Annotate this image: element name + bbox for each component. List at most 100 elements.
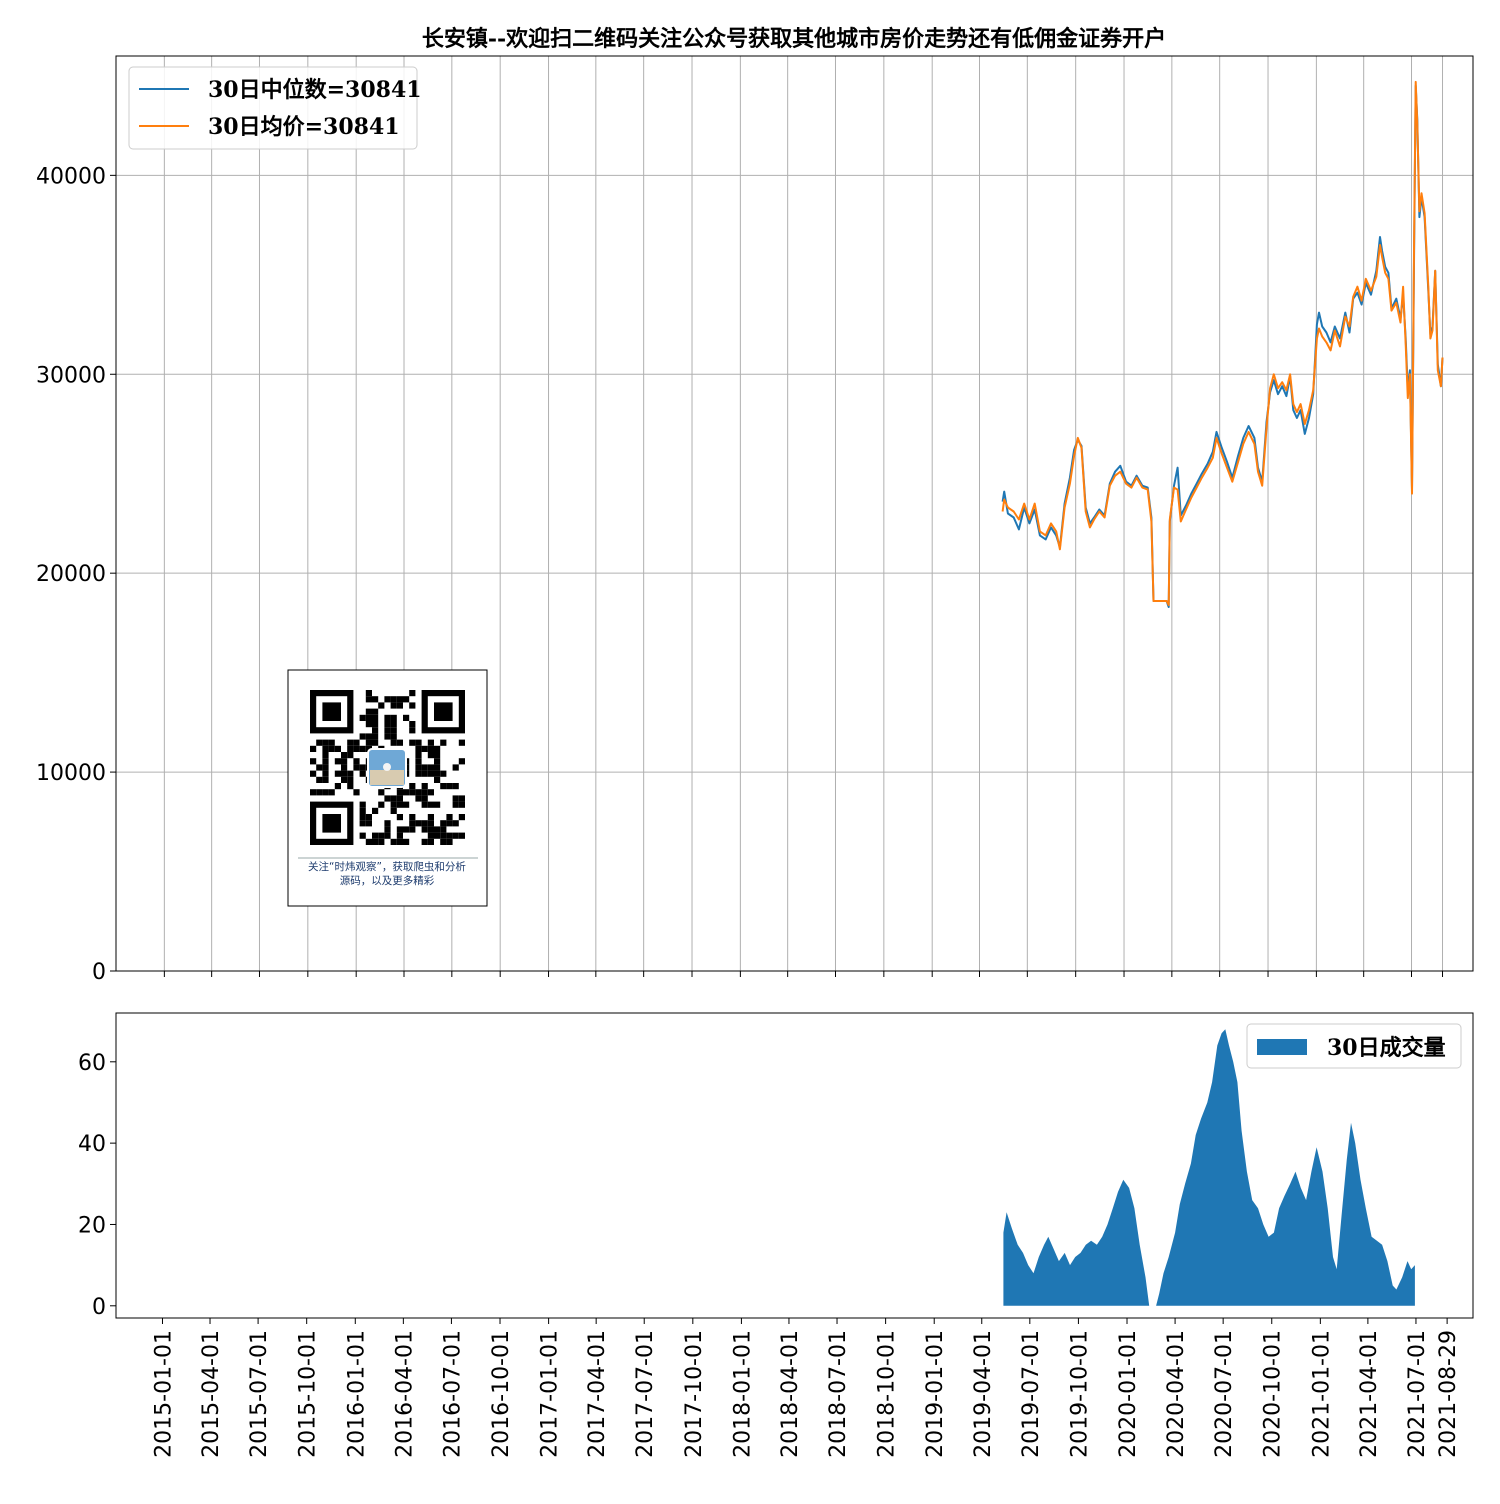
qr-module [421, 826, 428, 833]
qr-module [440, 832, 447, 839]
qr-module [446, 820, 453, 827]
qr-module [390, 727, 397, 734]
qr-module [347, 776, 354, 783]
bottom-y-ticks: 0 20 40 60 [78, 1051, 116, 1320]
qr-module [322, 752, 329, 759]
qr-module [415, 739, 422, 746]
qr-module [310, 758, 317, 765]
qr-module [452, 801, 459, 808]
bottom-x-tick-label: 2020-04-01 [1164, 1330, 1189, 1458]
qr-module [458, 801, 465, 808]
qr-module [390, 807, 397, 814]
qr-module [341, 776, 348, 783]
series-line-median [1001, 84, 1444, 608]
qr-module [328, 739, 335, 746]
bottom-x-tick-label: 2021-07-01 [1405, 1330, 1430, 1458]
qr-module [458, 832, 465, 839]
qr-module [421, 770, 428, 777]
qr-module [421, 820, 428, 827]
qr-module [378, 838, 385, 845]
qr-module [421, 795, 428, 802]
qr-module [434, 758, 441, 765]
qr-module [452, 783, 459, 790]
qr-module [434, 764, 441, 771]
top-y-tick-label: 40000 [36, 164, 106, 189]
qr-module [403, 826, 410, 833]
qr-module [359, 733, 366, 740]
qr-module [322, 745, 329, 752]
bottom-x-tick-label: 2015-07-01 [247, 1330, 272, 1458]
bottom-x-tick-label: 2019-07-01 [1019, 1330, 1044, 1458]
qr-module [384, 714, 391, 721]
qr-module [415, 752, 422, 759]
qr-module [328, 745, 335, 752]
qr-module [322, 764, 329, 771]
bottom-x-tick-label: 2019-04-01 [971, 1330, 996, 1458]
qr-module [372, 739, 379, 746]
qr-module [365, 814, 372, 821]
qr-module [440, 783, 447, 790]
qr-module [458, 739, 465, 746]
qr-module [316, 776, 323, 783]
bottom-y-tick-label: 40 [78, 1132, 106, 1157]
qr-module [458, 814, 465, 821]
qr-module [415, 764, 422, 771]
top-legend-box [128, 66, 418, 150]
qr-module [427, 745, 434, 752]
qr-module [415, 758, 422, 765]
bottom-x-tick-label: 2021-04-01 [1357, 1330, 1382, 1458]
bottom-x-tick-label: 2020-07-01 [1212, 1330, 1237, 1458]
qr-module [359, 745, 366, 752]
qr-module [384, 721, 391, 728]
qr-module [427, 838, 434, 845]
qr-module [421, 838, 428, 845]
qr-module [434, 801, 441, 808]
qr-module [378, 832, 385, 839]
qr-module [359, 814, 366, 821]
qr-module [427, 826, 434, 833]
qr-module [409, 814, 416, 821]
qr-module [427, 752, 434, 759]
qr-module [409, 721, 416, 728]
qr-module [396, 739, 403, 746]
qr-module [310, 745, 317, 752]
qr-module [372, 727, 379, 734]
qr-module [390, 838, 397, 845]
qr-module [347, 783, 354, 790]
bottom-x-tick-label: 2019-10-01 [1067, 1330, 1092, 1458]
qr-module [427, 820, 434, 827]
qr-module [378, 801, 385, 808]
bottom-x-tick-label: 2015-04-01 [199, 1330, 224, 1458]
qr-module [396, 789, 403, 796]
qr-module [427, 764, 434, 771]
bottom-x-tick-label: 2015-10-01 [296, 1330, 321, 1458]
qr-module [341, 752, 348, 759]
qr-module [378, 789, 385, 796]
legend-label-volume: 30日成交量 [1327, 1035, 1446, 1061]
qr-center-photo-sand [370, 770, 404, 785]
bottom-x-tick-label: 2016-07-01 [440, 1330, 465, 1458]
qr-module [409, 727, 416, 734]
bottom-x-tick-label: 2020-10-01 [1261, 1330, 1286, 1458]
qr-center-photo-person [383, 763, 391, 771]
qr-module [396, 696, 403, 703]
qr-module [403, 838, 410, 845]
top-plot-frame [115, 55, 1474, 972]
qr-module [365, 838, 372, 845]
qr-module [396, 838, 403, 845]
bottom-x-tick-label: 2015-01-01 [152, 1330, 177, 1458]
qr-module [396, 801, 403, 808]
legend-label-median: 30日中位数=30841 [208, 77, 422, 103]
qr-module [409, 690, 416, 697]
qr-module [328, 789, 335, 796]
qr-module [440, 838, 447, 845]
bottom-x-tick-label: 2017-01-01 [538, 1330, 563, 1458]
qr-module [409, 826, 416, 833]
qr-module [415, 770, 422, 777]
qr-module [396, 795, 403, 802]
qr-module [359, 832, 366, 839]
qr-module [446, 832, 453, 839]
qr-module [384, 820, 391, 827]
bottom-legend: 30日成交量 [1246, 1023, 1462, 1069]
